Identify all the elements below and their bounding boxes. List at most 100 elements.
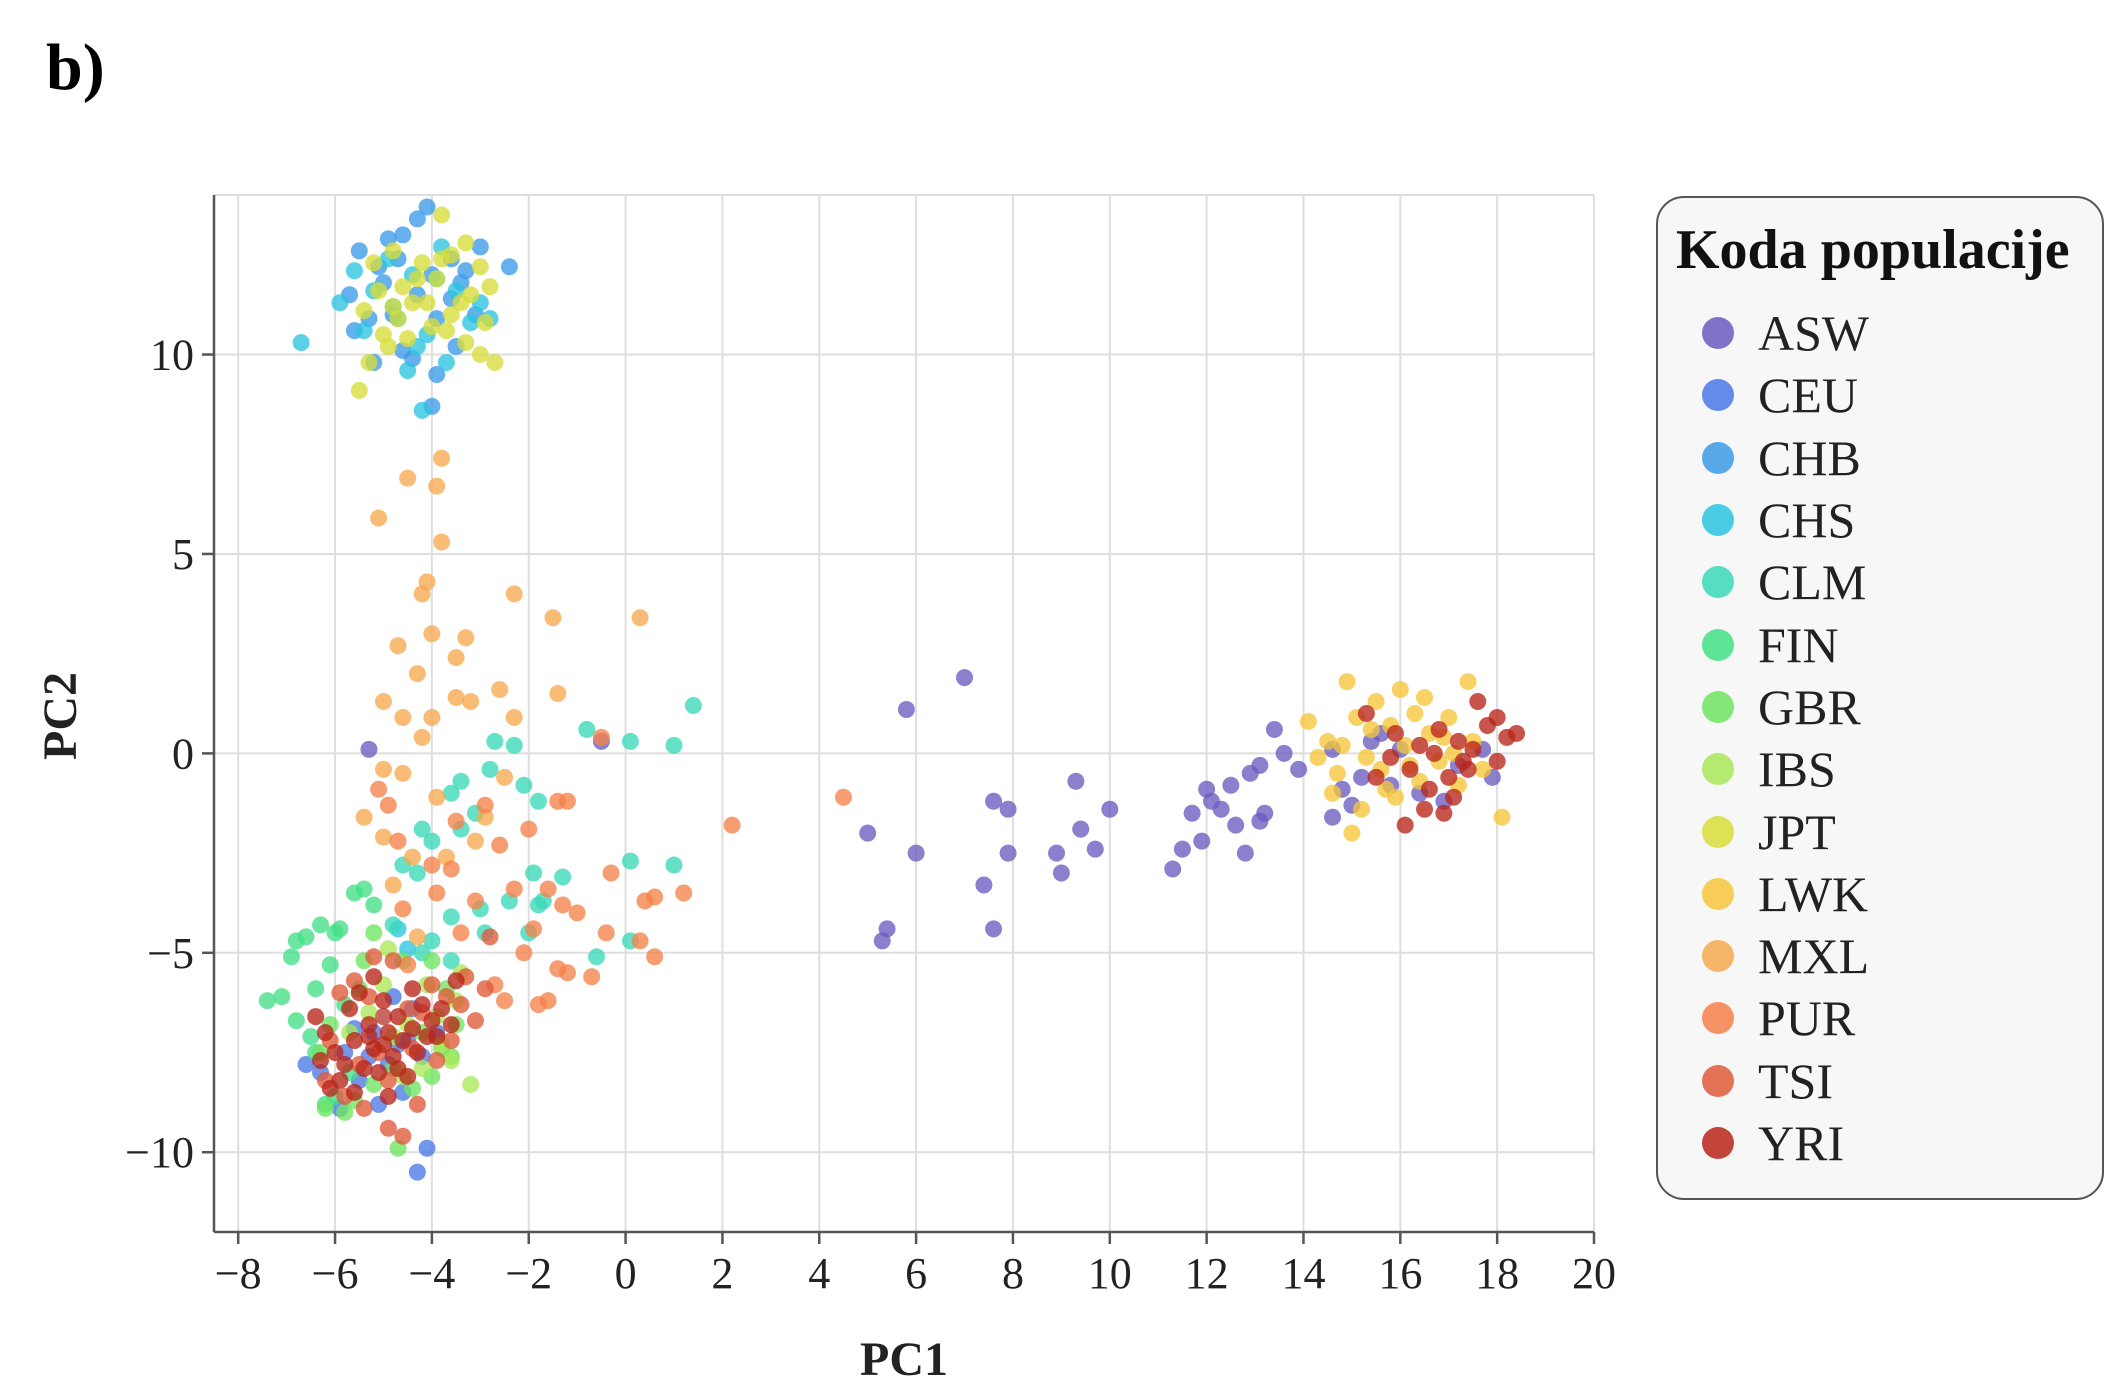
data-point — [389, 832, 407, 850]
x-tick-label: 14 — [1281, 1249, 1325, 1298]
data-point — [1464, 740, 1482, 758]
x-tick-label: 0 — [615, 1249, 637, 1298]
legend-swatch — [1702, 877, 1734, 910]
legend-item-tsi: TSI — [1702, 1050, 1869, 1112]
data-point — [1357, 748, 1375, 766]
data-point — [1052, 864, 1070, 882]
data-point — [1212, 800, 1230, 818]
data-point — [428, 788, 446, 806]
data-point — [394, 226, 412, 244]
data-point — [428, 1051, 446, 1069]
data-point — [602, 864, 620, 882]
data-point — [471, 238, 489, 256]
legend-swatch — [1702, 1127, 1734, 1159]
data-point — [907, 844, 925, 862]
legend-swatch — [1702, 628, 1734, 661]
legend-label: YRI — [1758, 1115, 1845, 1171]
data-point — [394, 278, 412, 296]
data-point — [1396, 736, 1414, 754]
data-point — [360, 740, 378, 758]
data-point — [1445, 788, 1463, 806]
legend-swatch — [1702, 566, 1734, 599]
legend-label: JPT — [1758, 803, 1836, 860]
data-point — [360, 1004, 378, 1022]
data-point — [433, 449, 451, 467]
data-point — [1449, 732, 1467, 750]
data-point — [404, 1020, 422, 1038]
data-point — [897, 701, 915, 719]
data-point — [1324, 808, 1342, 826]
data-point — [413, 820, 431, 838]
data-point — [1420, 780, 1438, 798]
data-point — [447, 972, 465, 990]
data-point — [525, 920, 543, 938]
data-point — [374, 760, 392, 778]
legend-swatch — [1702, 504, 1734, 537]
legend-label: GBR — [1758, 678, 1861, 735]
legend-swatch — [1702, 753, 1734, 786]
data-point — [1343, 824, 1361, 842]
data-point — [1474, 760, 1492, 778]
data-point — [1353, 768, 1371, 786]
data-point — [1173, 840, 1191, 858]
data-point — [665, 736, 683, 754]
series-jpt — [350, 206, 504, 399]
legend-swatch — [1702, 940, 1734, 973]
data-point — [452, 772, 470, 790]
data-point — [476, 980, 494, 998]
data-point — [394, 1127, 412, 1145]
data-point — [471, 346, 489, 364]
legend-item-ibs: IBS — [1702, 738, 1869, 800]
data-point — [418, 294, 436, 312]
data-point — [462, 286, 480, 304]
legend-item-jpt: JPT — [1702, 800, 1869, 862]
data-point — [457, 629, 475, 647]
data-point — [505, 708, 523, 726]
data-point — [462, 693, 480, 711]
data-point — [491, 681, 509, 699]
data-point — [355, 322, 373, 340]
data-point — [452, 924, 470, 942]
data-point — [287, 932, 305, 950]
data-point — [258, 992, 276, 1010]
data-point — [379, 1087, 397, 1105]
data-point — [496, 992, 514, 1010]
legend-swatch — [1702, 379, 1734, 412]
data-point — [588, 948, 606, 966]
data-point — [496, 768, 514, 786]
data-point — [1488, 708, 1506, 726]
legend: Koda populacije ASW CEU CHB CHS CLM FIN GBR IBS… — [1656, 196, 2104, 1200]
data-point — [1338, 673, 1356, 691]
legend-item-mxl: MXL — [1702, 925, 1869, 987]
data-point — [549, 685, 567, 703]
legend-label: IBS — [1758, 741, 1836, 798]
legend-swatch — [1702, 690, 1734, 723]
data-point — [442, 784, 460, 802]
data-point — [389, 310, 407, 328]
data-point — [355, 1099, 373, 1117]
data-point — [621, 852, 639, 870]
legend-item-clm: CLM — [1702, 551, 1869, 613]
data-point — [636, 892, 654, 910]
data-point — [370, 780, 388, 798]
series-clm — [384, 697, 702, 970]
data-point — [404, 848, 422, 866]
data-point — [423, 856, 441, 874]
data-point — [413, 254, 431, 272]
data-point — [1067, 772, 1085, 790]
data-point — [1459, 673, 1477, 691]
data-point — [1401, 760, 1419, 778]
data-point — [471, 258, 489, 276]
data-point — [428, 884, 446, 902]
x-tick-label: 18 — [1475, 1249, 1519, 1298]
data-point — [394, 764, 412, 782]
data-point — [345, 1032, 363, 1050]
data-point — [355, 808, 373, 826]
data-point — [621, 732, 639, 750]
data-point — [481, 928, 499, 946]
legend-item-yri: YRI — [1702, 1112, 1869, 1174]
data-point — [350, 984, 368, 1002]
data-point — [413, 585, 431, 603]
data-point — [505, 585, 523, 603]
